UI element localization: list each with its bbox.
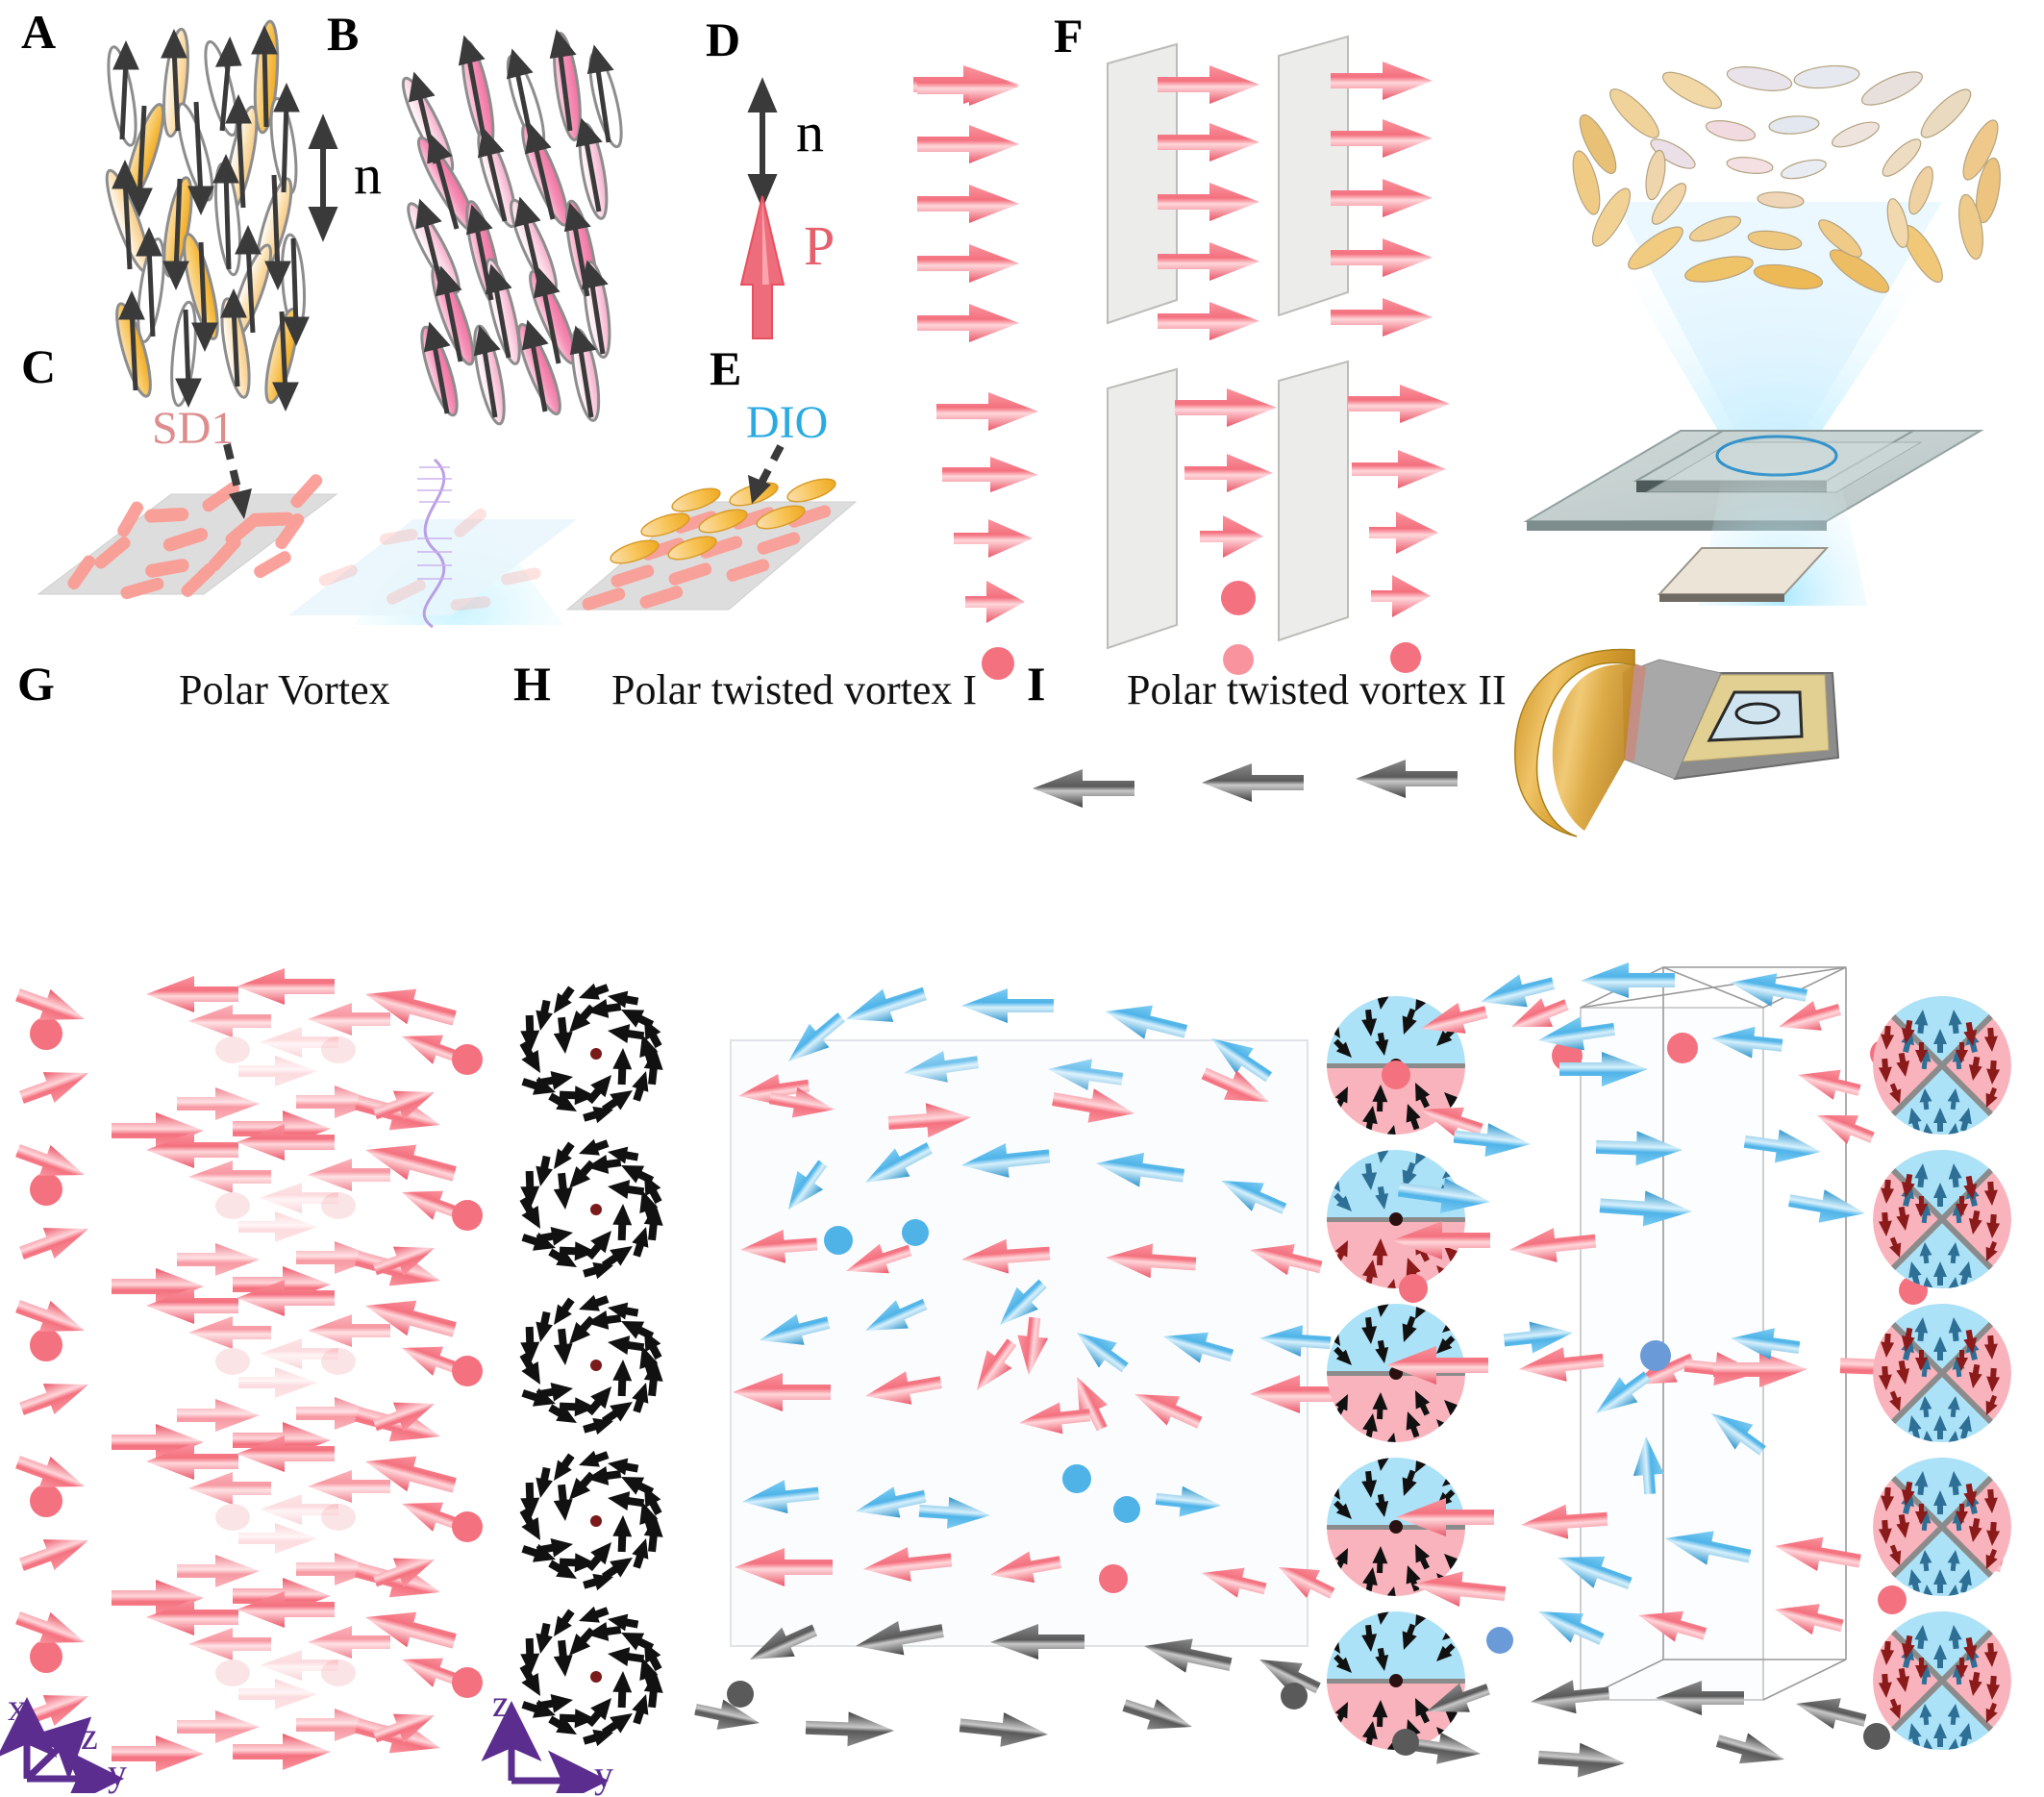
panel-label-e: E [710,341,742,395]
polarization-label-b: P [804,214,835,277]
g-vortex-layer-3 [15,1280,483,1460]
h-inset-discs [1319,982,1465,1764]
c-step-uv-exposure [288,458,577,629]
i-layer-5-black [1392,1680,1890,1778]
panel-title-h: Polar twisted vortex I [611,666,978,713]
g-vortex-layer-1 [15,968,483,1149]
e-plane-1 [1107,367,1178,650]
panel-c-photoalignment [37,443,858,629]
panel-a-rod-bundle [105,19,338,412]
sd1-label: SD1 [152,403,235,454]
panel-label-h: H [513,657,551,711]
axis2-label-y: y [594,1753,613,1796]
panel-label-a: A [21,5,57,59]
axes-zy [481,1701,609,1793]
e-bottom-black-arrows [1033,760,1458,808]
g-vortex-layer-2 [15,1124,483,1305]
panel-d-uniform-planes [913,35,1433,342]
director-arrow-a [308,113,338,242]
c-step-dio-layer [565,444,858,611]
i-inset-discs [1873,996,2011,1760]
f-condenser-plate [1657,547,1830,602]
axis2-label-z: z [492,1682,510,1725]
panel-h-twisted-vortex-1 [694,977,1465,1764]
g-vortex-layer-5 [15,1591,483,1772]
polarization-arrow-b [739,195,785,339]
axes-xzy [0,1697,124,1793]
panel-b-rod-bundle [401,29,785,426]
h-layer-3 [733,1279,1348,1435]
g-vortex-layer-4 [15,1435,483,1616]
panel-label-i: I [1027,657,1046,711]
director-arrow-b [747,77,778,210]
h-layer-5-black [694,1620,1321,1747]
d-plane-2 [1278,35,1349,317]
panel-g-polar-vortex [15,968,666,1772]
panel-label-c: C [21,339,57,393]
f-director-ring [1572,64,2001,293]
panel-label-g: G [17,657,55,711]
panel-label-b: B [327,7,360,61]
c-step-sd1-substrate [37,443,338,600]
i-layer-1 [1382,962,1899,1144]
d-plane-1 [1107,42,1178,325]
panel-label-d: D [706,12,741,66]
h-layer-4 [735,1464,1335,1599]
g-inset-discs [514,979,666,1750]
panel-title-g: Polar Vortex [179,666,390,713]
h-layer-2 [740,1142,1323,1279]
h-cell-box [730,1039,1309,1647]
h-layer-1 [738,986,1273,1138]
panel-title-i: Polar twisted vortex II [1127,666,1507,713]
axis-label-z: z [81,1714,98,1758]
f-dmd-chip [1514,648,1840,837]
panel-f-setup [1514,64,2001,837]
axis-label-y: y [108,1751,127,1794]
f-flex-cable [1514,648,1635,837]
axis-label-x: x [8,1685,27,1729]
dio-label: DIO [746,397,829,448]
e-plane-2 [1278,360,1349,642]
director-label-a: n [354,143,382,206]
director-label-b: n [796,101,824,163]
i-layer-4 [1396,1498,2004,1654]
f-light-cone [1577,192,1981,452]
panel-label-f: F [1054,9,1084,62]
panel-i-twisted-vortex-2 [1382,962,2011,1778]
panel-e-twisted-planes [936,360,1458,808]
